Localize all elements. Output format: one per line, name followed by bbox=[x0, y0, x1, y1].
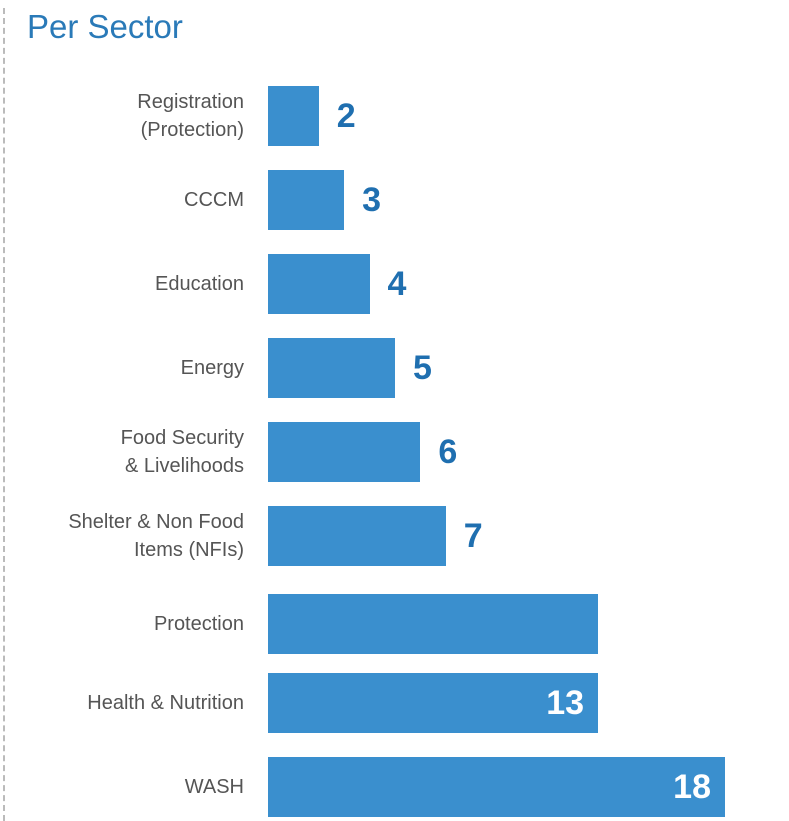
bar bbox=[268, 757, 725, 817]
value-label: 6 bbox=[438, 432, 458, 471]
value-label: 4 bbox=[387, 264, 407, 303]
bar bbox=[268, 506, 446, 566]
category-label: Food Security & Livelihoods bbox=[120, 427, 244, 477]
bar bbox=[268, 86, 319, 146]
category-label: Protection bbox=[153, 613, 244, 635]
category-label: WASH bbox=[184, 776, 244, 798]
value-label: 7 bbox=[463, 516, 483, 555]
value-label: 13 bbox=[546, 683, 585, 722]
bar bbox=[268, 594, 599, 654]
category-label: Registration (Protection) bbox=[137, 91, 244, 141]
value-label: 3 bbox=[362, 180, 382, 219]
category-label: CCCM bbox=[184, 189, 244, 211]
value-label: 5 bbox=[412, 348, 432, 387]
bar bbox=[268, 673, 599, 733]
value-label: 18 bbox=[673, 767, 711, 806]
dashed-border bbox=[3, 8, 5, 821]
category-label: Health & Nutrition bbox=[87, 692, 244, 714]
category-label: Education bbox=[155, 273, 244, 295]
chart-title: Per Sector bbox=[27, 8, 183, 45]
category-label: Shelter & Non Food Items (NFIs) bbox=[68, 511, 244, 561]
bar bbox=[268, 254, 370, 314]
value-label: 2 bbox=[336, 96, 356, 135]
bar bbox=[268, 338, 395, 398]
bar bbox=[268, 422, 421, 482]
bar bbox=[268, 170, 345, 230]
category-label: Energy bbox=[180, 357, 244, 379]
